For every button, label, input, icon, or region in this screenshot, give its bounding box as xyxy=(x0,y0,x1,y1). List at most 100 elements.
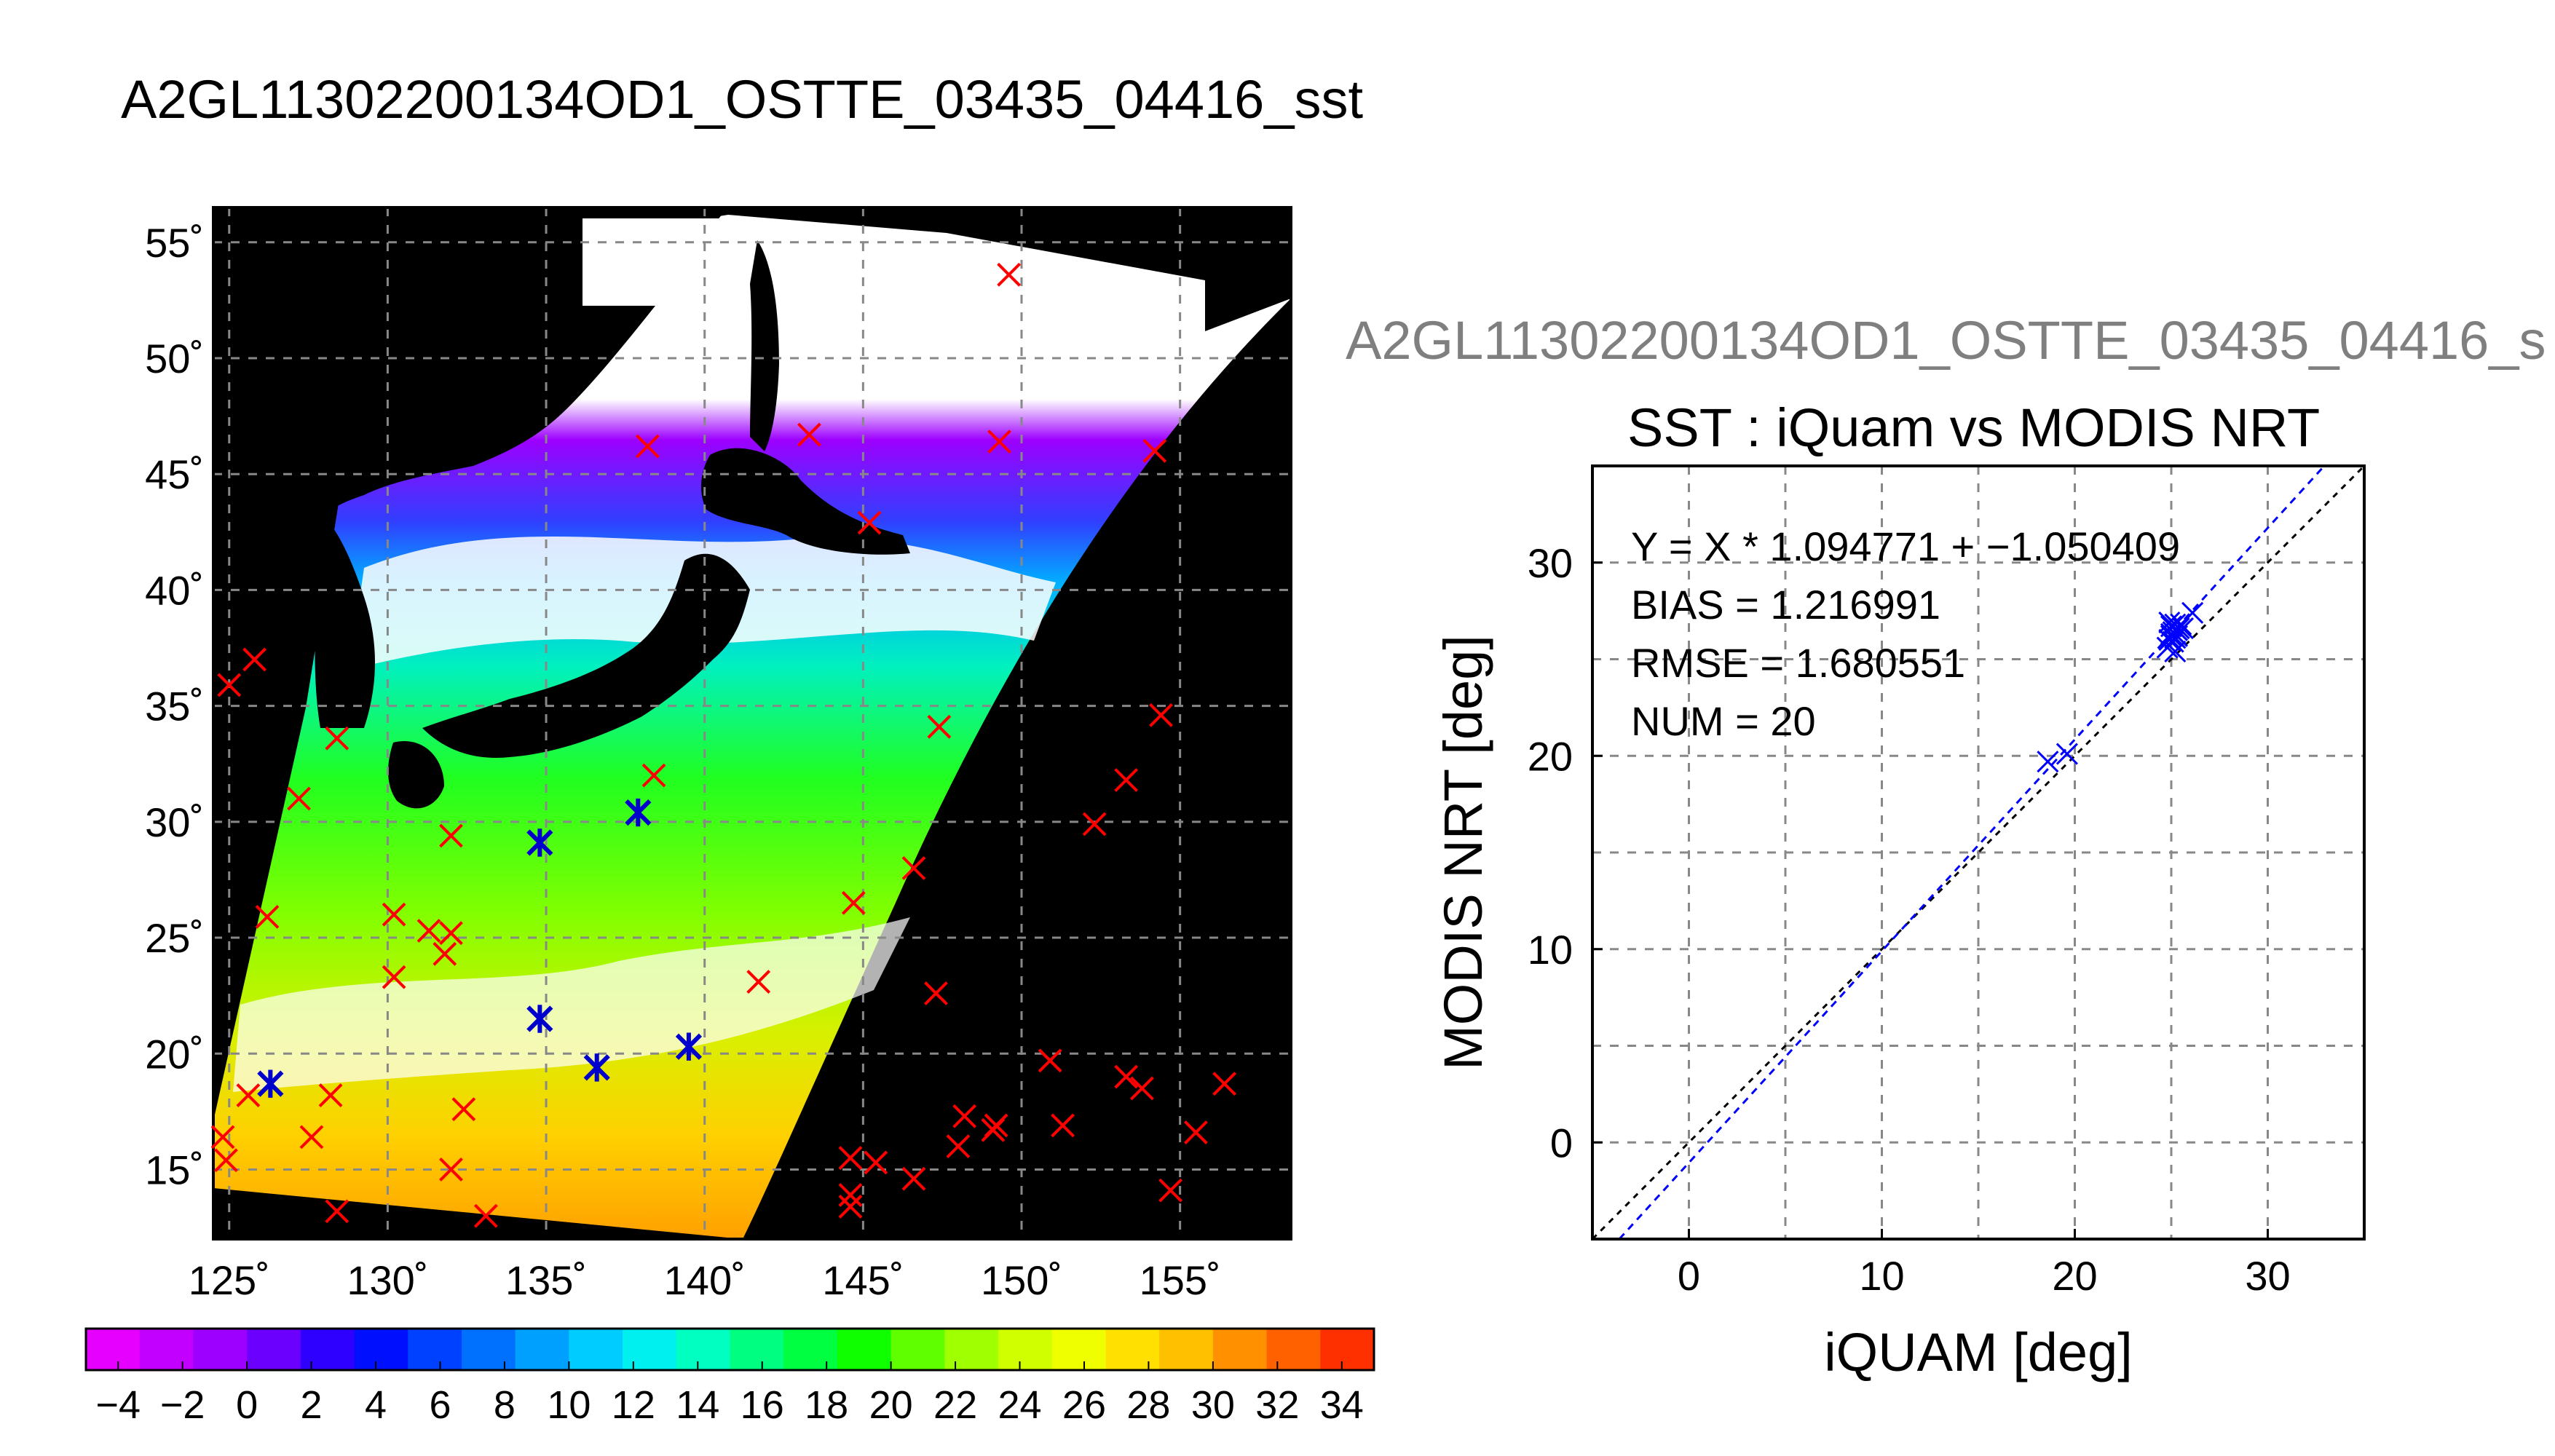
matchup-marker xyxy=(255,904,280,929)
scatter-lines xyxy=(1591,464,2366,1241)
lat-tick-label: 20˚ xyxy=(145,1031,204,1077)
matchup-marker xyxy=(325,1199,350,1224)
colorbar-tick-label: 14 xyxy=(676,1383,719,1427)
regression-line xyxy=(1618,464,2326,1241)
sakhalin-land xyxy=(750,240,779,451)
matchup-marker xyxy=(318,1083,343,1107)
stats-annotation: Y = X * 1.094771 + −1.050409 xyxy=(1631,523,2180,569)
valid-matchup-marker xyxy=(583,1053,610,1082)
x-tick-label: 0 xyxy=(1678,1253,1700,1299)
lat-tick-label: 50˚ xyxy=(145,336,204,381)
main-title: A2GL11302200134OD1_OSTTE_03435_04416_sst xyxy=(121,69,1364,130)
identity-line xyxy=(1591,464,2366,1241)
matchup-marker xyxy=(439,1158,463,1182)
colorbar-segment xyxy=(569,1329,623,1370)
white-cloud-band-2 xyxy=(233,917,910,1092)
colorbar-segment xyxy=(461,1329,516,1370)
colorbar-segment xyxy=(676,1329,731,1370)
colorbar-segment xyxy=(1212,1329,1268,1370)
matchup-marker xyxy=(838,1146,863,1170)
y-tick-label: 20 xyxy=(1528,733,1573,779)
matchup-marker xyxy=(927,714,952,739)
scatter-frame xyxy=(1591,464,2366,1241)
matchup-marker xyxy=(287,786,311,811)
matchup-marker xyxy=(299,1125,324,1150)
x-tick-label: 10 xyxy=(1859,1253,1904,1299)
data-point xyxy=(2181,601,2204,624)
y-tick-label: 0 xyxy=(1550,1120,1573,1166)
lat-tick-label: 45˚ xyxy=(145,451,204,497)
scatter-points xyxy=(2037,601,2204,773)
matchup-marker xyxy=(1051,1113,1075,1138)
ocean-top-white xyxy=(583,218,728,306)
colorbar-tick-label: 8 xyxy=(494,1383,516,1427)
colorbar-segment xyxy=(623,1329,677,1370)
matchup-marker xyxy=(746,970,771,994)
colorbar-tick-label: 2 xyxy=(301,1383,323,1427)
colorbar-segment xyxy=(1051,1329,1107,1370)
map-frame xyxy=(212,206,1292,1241)
matchup-marker xyxy=(1129,1076,1154,1101)
matchup-marker xyxy=(213,1148,238,1173)
lat-tick-label: 40˚ xyxy=(145,567,204,613)
colorbar-tick-label: 30 xyxy=(1191,1383,1235,1427)
valid-matchup-marker xyxy=(257,1069,284,1098)
data-point xyxy=(2165,619,2189,641)
matchup-marker xyxy=(901,856,926,880)
japan-land xyxy=(422,448,910,758)
matchup-marker xyxy=(236,1083,261,1107)
y-tick-label: 30 xyxy=(1528,540,1573,586)
matchup-marker xyxy=(635,434,660,459)
scatter-grid xyxy=(1592,466,2364,1239)
data-point xyxy=(2164,640,2187,662)
data-point xyxy=(2162,630,2184,653)
lon-tick-label: 130˚ xyxy=(347,1257,428,1303)
data-point xyxy=(2158,628,2181,652)
colorbar-tick-label: 10 xyxy=(547,1383,591,1427)
matchup-marker xyxy=(1114,768,1139,792)
scatter-title: SST : iQuam vs MODIS NRT xyxy=(1627,397,2321,458)
x-axis-label: iQUAM [deg] xyxy=(1824,1322,2133,1382)
matchup-marker xyxy=(382,902,406,927)
matchup-marker xyxy=(439,823,463,848)
colorbar-segment xyxy=(408,1329,462,1370)
scatter-tick-labels: 0 10 20 30 0 10 20 30 xyxy=(1528,540,2291,1299)
stats-annotation: RMSE = 1.680551 xyxy=(1631,640,1965,686)
colorbar-frame xyxy=(84,1327,1375,1372)
matchup-marker xyxy=(857,510,882,535)
data-point xyxy=(2056,743,2078,765)
colorbar-tick-label: 12 xyxy=(612,1383,655,1427)
matchup-marker xyxy=(217,673,242,697)
lat-tick-label: 30˚ xyxy=(145,799,204,845)
matchup-marker xyxy=(1158,1178,1183,1203)
lon-tick-label: 125˚ xyxy=(189,1257,270,1303)
lat-tick-label: 25˚ xyxy=(145,915,204,961)
lon-tick-label: 140˚ xyxy=(664,1257,746,1303)
matchup-marker xyxy=(797,422,821,447)
matchup-marker xyxy=(952,1104,977,1128)
scatter-file-title: A2GL11302200134OD1_OSTTE_03435_04416_s xyxy=(1346,310,2546,371)
colorbar-tick-label: 28 xyxy=(1126,1383,1170,1427)
scatter-annotations: Y = X * 1.094771 + −1.050409 BIAS = 1.216… xyxy=(1631,523,2180,744)
matchup-marker xyxy=(841,890,866,915)
valid-matchup-marker xyxy=(675,1032,703,1061)
matchup-marker xyxy=(433,941,457,966)
valid-matchup-marker xyxy=(625,798,652,827)
lon-tick-label: 135˚ xyxy=(505,1257,587,1303)
colorbar-segment xyxy=(193,1329,248,1370)
matchup-marker xyxy=(382,965,406,989)
colorbar-tick-label: 4 xyxy=(365,1383,387,1427)
x-tick-label: 20 xyxy=(2052,1253,2097,1299)
matchup-marker xyxy=(473,1203,498,1228)
matchup-marker xyxy=(210,1125,235,1150)
matchup-marker xyxy=(1142,438,1167,463)
colorbar-tick-label: 32 xyxy=(1255,1383,1299,1427)
data-point xyxy=(2171,617,2194,640)
matchup-marker xyxy=(901,1166,926,1191)
colorbar-segment xyxy=(247,1329,301,1370)
matchup-marker xyxy=(1183,1120,1208,1144)
matchup-marker xyxy=(1038,1048,1062,1073)
colorbar: −4 −2 0 2 4 6 8 10 12 14 16 18 20 22 24 26 28 30 32 34 xyxy=(84,1327,1375,1427)
